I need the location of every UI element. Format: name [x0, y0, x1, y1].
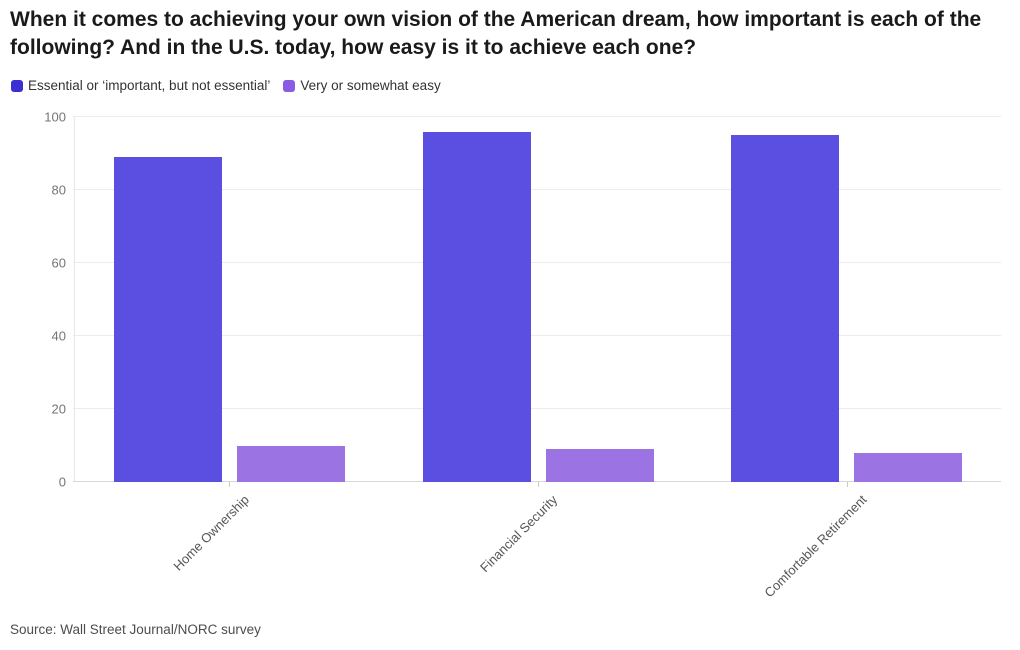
bar [731, 135, 840, 482]
x-axis-label: Comfortable Retirement [761, 492, 870, 601]
y-tick-label: 20 [51, 401, 66, 417]
bar-group [692, 117, 1001, 482]
legend-label: Very or somewhat easy [300, 78, 441, 93]
bar-group [75, 117, 384, 482]
y-tick-label: 100 [44, 109, 66, 125]
source-note: Source: Wall Street Journal/NORC survey [10, 622, 261, 637]
legend: Essential or ‘important, but not essenti… [11, 78, 441, 93]
legend-swatch-icon [11, 79, 23, 92]
gridline [73, 189, 1001, 190]
legend-item: Essential or ‘important, but not essenti… [11, 78, 270, 93]
legend-item: Very or somewhat easy [283, 78, 441, 93]
legend-swatch-icon [283, 79, 296, 92]
gridline [73, 335, 1001, 336]
y-tick-label: 0 [58, 474, 66, 490]
x-tick [229, 482, 231, 487]
y-tick-label: 60 [51, 255, 66, 271]
y-tick-label: 40 [51, 328, 66, 344]
bars-layer [75, 117, 1001, 482]
plot-area: 0 20 40 60 80 100 Home Ownership Financial Secu… [44, 110, 1001, 600]
bar [854, 452, 963, 482]
bar [236, 445, 345, 482]
bar [113, 157, 222, 482]
x-tick [846, 482, 848, 487]
gridline [73, 116, 1001, 117]
x-tick [538, 482, 539, 487]
x-axis-label: Financial Security [477, 492, 561, 576]
legend-label: Essential or ‘important, but not essenti… [28, 78, 271, 93]
gridline [73, 408, 1001, 409]
bar [545, 449, 654, 482]
gridline [73, 262, 1001, 263]
x-axis-label: Home Ownership [170, 492, 252, 574]
bar-group [384, 117, 693, 482]
gridline [73, 481, 1001, 482]
chart-title: When it comes to achieving your own visi… [10, 8, 982, 59]
bar [422, 131, 531, 482]
y-tick-label: 80 [51, 182, 66, 198]
